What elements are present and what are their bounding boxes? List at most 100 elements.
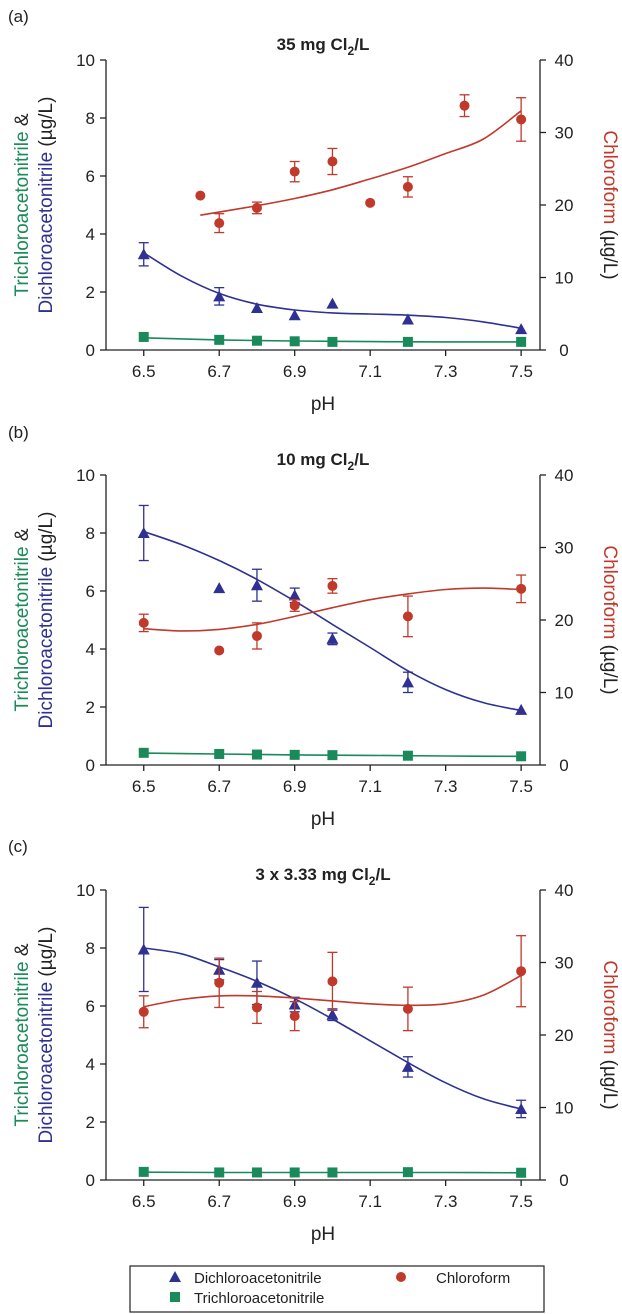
chart-title: 10 mg Cl2/L bbox=[277, 450, 370, 473]
data-point-dichloro bbox=[288, 309, 301, 321]
chart-panel-1: (a) 35 mg Cl2/L 0 2 4 6 8 10 0 10 20 30 40 6.5 6.7 6.9 7… bbox=[8, 7, 620, 415]
chart-panel-3: (c) 3 x 3.33 mg Cl2/L 0 2 4 6 8 10 0 10 20 30 40 6.5 6… bbox=[8, 837, 620, 1245]
left-tick-label: 0 bbox=[86, 756, 95, 775]
data-point-trichloro bbox=[251, 749, 262, 760]
series-chloroform bbox=[195, 94, 527, 234]
data-point-trichloro bbox=[138, 331, 149, 342]
right-tick-label: 0 bbox=[559, 341, 568, 360]
data-point-trichloro bbox=[516, 1167, 527, 1178]
legend-box bbox=[129, 1265, 545, 1313]
data-point-dichloro bbox=[137, 527, 150, 538]
left-tick-label: 4 bbox=[86, 1055, 95, 1074]
left-tick-label: 8 bbox=[86, 939, 95, 958]
chart-title: 35 mg Cl2/L bbox=[277, 35, 370, 58]
x-tick-label: 6.7 bbox=[207, 1192, 231, 1211]
data-point-dichloro bbox=[250, 579, 263, 591]
data-point-trichloro bbox=[516, 751, 527, 762]
data-point-trichloro bbox=[327, 336, 338, 347]
right-tick-label: 10 bbox=[555, 1099, 574, 1118]
y-axis-label-left-line2: Dichloroacetonitrile (µg/L) bbox=[36, 927, 57, 1144]
right-tick-label: 20 bbox=[555, 611, 574, 630]
x-tick-label: 6.5 bbox=[132, 362, 156, 381]
data-point-chloroform bbox=[402, 181, 413, 192]
data-point-trichloro bbox=[214, 748, 225, 759]
series-trichloro bbox=[138, 331, 527, 347]
right-tick-label: 0 bbox=[559, 1171, 568, 1190]
fit-line-chloroform bbox=[200, 110, 522, 216]
x-tick-label: 7.1 bbox=[358, 362, 382, 381]
left-tick-label: 8 bbox=[86, 524, 95, 543]
right-tick-label: 30 bbox=[555, 954, 574, 973]
data-point-trichloro bbox=[402, 750, 413, 761]
left-tick-label: 10 bbox=[76, 881, 95, 900]
right-tick-label: 30 bbox=[555, 124, 574, 143]
axes bbox=[100, 59, 546, 356]
left-tick-label: 2 bbox=[86, 698, 95, 717]
y-axis-label-left-line1: Trichloroacetonitrile & bbox=[12, 113, 33, 296]
x-tick-label: 6.5 bbox=[132, 1192, 156, 1211]
axes bbox=[100, 889, 546, 1186]
data-point-trichloro bbox=[214, 1167, 225, 1178]
left-tick-label: 2 bbox=[86, 283, 95, 302]
right-tick-label: 10 bbox=[555, 684, 574, 703]
data-point-chloroform bbox=[289, 600, 300, 611]
y-axis-label-left-line1: Trichloroacetonitrile & bbox=[12, 943, 33, 1126]
left-tick-label: 0 bbox=[86, 341, 95, 360]
data-point-dichloro bbox=[515, 323, 528, 335]
data-point-chloroform bbox=[289, 166, 300, 177]
y-axis-label-right: Chloroform (µg/L) bbox=[599, 545, 620, 694]
legend-square-marker bbox=[170, 1292, 180, 1302]
data-point-chloroform bbox=[402, 1003, 413, 1014]
right-tick-label: 40 bbox=[555, 466, 574, 485]
series-chloroform bbox=[138, 935, 527, 1032]
chart-title: 3 x 3.33 mg Cl2/L bbox=[255, 865, 390, 888]
panel-label: (b) bbox=[8, 423, 29, 442]
x-tick-label: 6.7 bbox=[207, 777, 231, 796]
y-axis-label-left-line2: Dichloroacetonitrile (µg/L) bbox=[36, 512, 57, 729]
data-point-chloroform bbox=[214, 645, 225, 656]
data-point-chloroform bbox=[289, 1011, 300, 1022]
data-point-trichloro bbox=[251, 1167, 262, 1178]
data-point-dichloro bbox=[401, 313, 414, 325]
data-point-dichloro bbox=[137, 943, 150, 955]
right-tick-label: 10 bbox=[555, 269, 574, 288]
data-point-dichloro bbox=[401, 1060, 414, 1072]
left-tick-label: 6 bbox=[86, 582, 95, 601]
x-axis-label: pH bbox=[311, 394, 335, 415]
x-tick-label: 7.1 bbox=[358, 777, 382, 796]
data-point-trichloro bbox=[138, 747, 149, 758]
x-tick-label: 7.5 bbox=[509, 777, 533, 796]
right-tick-label: 30 bbox=[555, 539, 574, 558]
x-tick-label: 7.3 bbox=[434, 1192, 458, 1211]
legend: Dichloroacetonitrile Chloroform Trichlor… bbox=[129, 1265, 545, 1313]
right-tick-label: 40 bbox=[555, 51, 574, 70]
series-dichloro bbox=[137, 242, 528, 335]
series-dichloro bbox=[137, 906, 528, 1119]
data-point-dichloro bbox=[137, 248, 150, 260]
data-point-dichloro bbox=[250, 976, 263, 988]
left-tick-label: 6 bbox=[86, 167, 95, 186]
data-point-dichloro bbox=[288, 589, 301, 601]
data-point-trichloro bbox=[289, 336, 300, 347]
x-tick-label: 7.3 bbox=[434, 362, 458, 381]
data-point-chloroform bbox=[251, 630, 262, 641]
right-tick-label: 40 bbox=[555, 881, 574, 900]
series-trichloro bbox=[138, 1166, 527, 1178]
data-point-chloroform bbox=[365, 197, 376, 208]
left-tick-label: 8 bbox=[86, 109, 95, 128]
right-tick-label: 0 bbox=[559, 756, 568, 775]
data-point-trichloro bbox=[327, 750, 338, 761]
left-tick-label: 0 bbox=[86, 1171, 95, 1190]
fit-line-chloroform bbox=[143, 587, 522, 632]
data-point-dichloro bbox=[250, 301, 263, 313]
data-point-chloroform bbox=[138, 617, 149, 628]
series-chloroform bbox=[138, 574, 527, 656]
data-point-trichloro bbox=[327, 1167, 338, 1178]
data-point-chloroform bbox=[327, 976, 338, 987]
data-point-dichloro bbox=[515, 1102, 528, 1114]
legend-triangle-marker bbox=[169, 1271, 181, 1282]
panel-label: (c) bbox=[8, 837, 28, 856]
left-tick-label: 10 bbox=[76, 51, 95, 70]
data-point-trichloro bbox=[214, 334, 225, 345]
